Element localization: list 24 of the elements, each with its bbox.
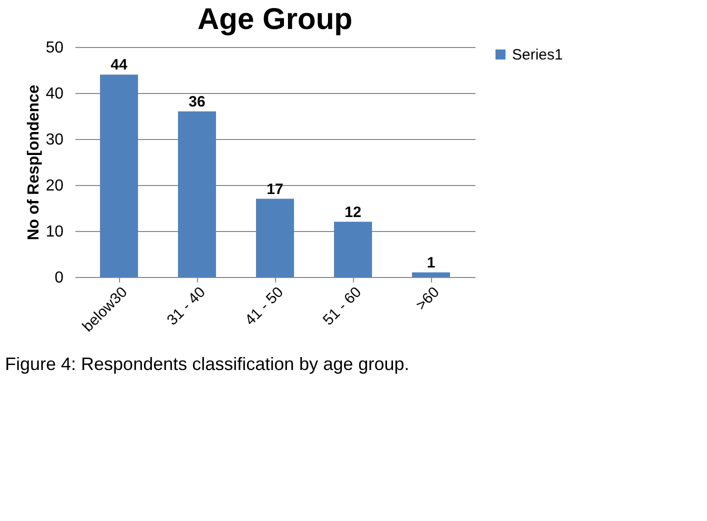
y-axis-title: No of Resp[ondence [26, 84, 43, 240]
bar [412, 272, 450, 277]
caption: Figure 4: Respondents classification by age group. [5, 354, 410, 374]
legend-label: Series1 [512, 46, 563, 64]
data-label: 1 [426, 254, 436, 272]
chart-title: Age Group [198, 3, 352, 36]
bar [100, 74, 138, 277]
data-label: 36 [188, 93, 206, 110]
y-tick-label: 10 [46, 224, 64, 240]
x-tick-label: 51 - 60 [320, 284, 365, 329]
data-label: 44 [110, 56, 128, 74]
bar [334, 222, 372, 277]
x-tick-label: >60 [412, 284, 443, 314]
y-tick-label: 20 [46, 178, 64, 194]
data-label: 17 [266, 180, 284, 198]
bar [178, 111, 216, 277]
y-tick-label: 0 [54, 270, 64, 286]
y-tick-label: 50 [46, 40, 64, 56]
x-tick-label: 41 - 50 [242, 284, 287, 329]
y-tick-label: 30 [46, 132, 64, 148]
data-label: 12 [344, 204, 362, 221]
bar [256, 198, 294, 277]
x-tick-label: 31 - 40 [164, 284, 209, 329]
y-tick-label: 40 [46, 86, 64, 102]
